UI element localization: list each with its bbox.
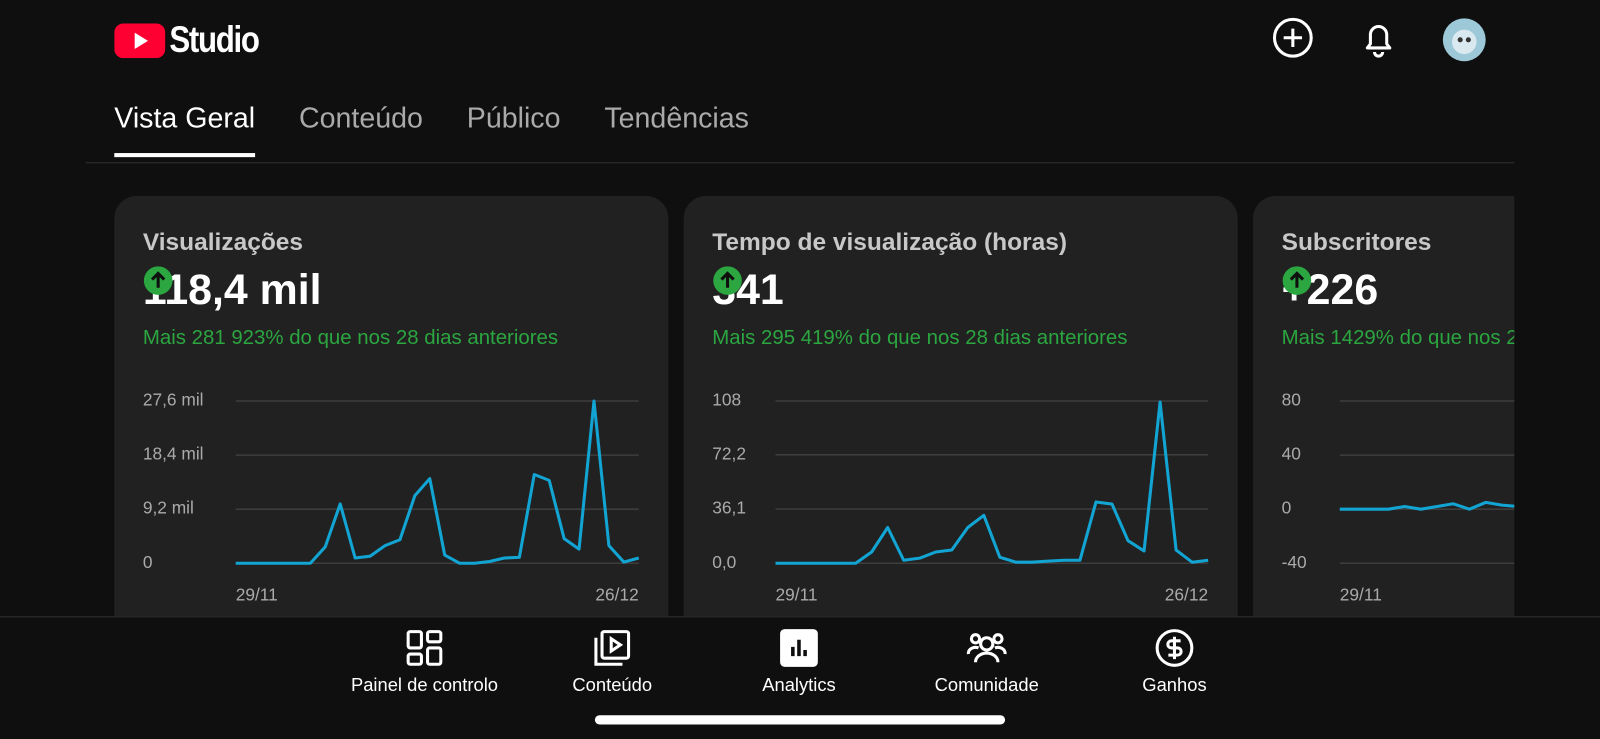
tab[interactable]: Vista Geral bbox=[114, 102, 256, 158]
y-tick-label: 9,2 mil bbox=[143, 498, 194, 518]
data-line bbox=[235, 399, 640, 565]
nav-icon bbox=[780, 629, 818, 667]
y-tick-label: -40 bbox=[1282, 552, 1307, 572]
card-title: Tempo de visualização (horas) bbox=[712, 228, 1067, 257]
nav-label: Comunidade bbox=[934, 674, 1039, 695]
nav-icon bbox=[1155, 629, 1194, 667]
card-title: Subscritores bbox=[1281, 228, 1432, 257]
x-tick-label: 29/11 bbox=[1340, 584, 1382, 604]
avatar[interactable] bbox=[1442, 17, 1487, 62]
nav-icon bbox=[966, 633, 1007, 663]
card-value-row: +226 bbox=[1282, 265, 1379, 314]
line-chart: 0 9,2 mil 18,4 mil 27,6 mil 29/11 26/12 bbox=[143, 390, 640, 604]
card-value-row: 118,4 mil bbox=[143, 265, 322, 314]
nav-icon bbox=[406, 630, 443, 666]
nav-label: Conteúdo bbox=[572, 674, 653, 695]
logo[interactable]: Studio bbox=[114, 18, 274, 61]
y-tick-label: 72,2 bbox=[712, 443, 746, 463]
nav-label: Ganhos bbox=[1142, 674, 1207, 695]
create-button[interactable] bbox=[1271, 16, 1314, 59]
y-tick-label: 27,6 mil bbox=[143, 390, 204, 410]
notifications-button[interactable] bbox=[1357, 16, 1400, 59]
card-delta: Mais 1429% do que nos 28 dias anteriores bbox=[1281, 326, 1515, 349]
card-value: 118,4 mil bbox=[142, 265, 322, 314]
data-line bbox=[775, 400, 1209, 565]
card-value-row: 341 bbox=[712, 265, 784, 314]
nav-item[interactable]: Painel de controlo bbox=[333, 628, 517, 696]
tab-divider bbox=[85, 162, 1515, 164]
tab[interactable]: Tendências bbox=[604, 102, 749, 134]
cards-row: Visualizações 118,4 mil Mais 281 923% do q… bbox=[114, 195, 1515, 617]
y-tick-label: 0 bbox=[1282, 498, 1292, 518]
trend-up-icon bbox=[143, 266, 173, 295]
x-tick-label: 29/11 bbox=[776, 584, 818, 604]
line-chart: 0,0 36,1 72,2 108 29/11 26/12 bbox=[712, 390, 1209, 604]
data-line bbox=[1339, 500, 1515, 511]
nav-item[interactable]: Comunidade bbox=[895, 628, 1079, 696]
trend-up-icon bbox=[713, 266, 742, 295]
y-tick-label: 0,0 bbox=[712, 552, 736, 572]
x-tick-label: 26/12 bbox=[595, 584, 638, 604]
card-title: Visualizações bbox=[142, 228, 304, 257]
home-indicator bbox=[594, 715, 1006, 725]
card-delta: Mais 295 419% do que nos 28 dias anterio… bbox=[712, 326, 1128, 349]
y-tick-label: 40 bbox=[1282, 444, 1301, 464]
metric-card[interactable]: Subscritores +226 Mais 1429% do que nos 28… bbox=[1253, 195, 1515, 617]
y-tick-label: 0 bbox=[143, 552, 153, 572]
x-tick-label: 26/12 bbox=[1165, 584, 1208, 604]
nav-label: Painel de controlo bbox=[350, 674, 499, 695]
nav-icon bbox=[594, 630, 631, 666]
nav-item[interactable]: Ganhos bbox=[1083, 628, 1267, 696]
nav-item[interactable]: Conteúdo bbox=[520, 628, 704, 696]
tab[interactable]: Conteúdo bbox=[298, 102, 423, 134]
y-tick-label: 108 bbox=[712, 390, 741, 410]
trend-up-icon bbox=[1282, 266, 1312, 295]
metric-card[interactable]: Tempo de visualização (horas) 341 Mais 295… bbox=[683, 195, 1238, 617]
metric-card[interactable]: Visualizações 118,4 mil Mais 281 923% do q… bbox=[114, 195, 669, 617]
logo-text: Studio bbox=[169, 18, 260, 61]
card-delta: Mais 281 923% do que nos 28 dias anterio… bbox=[142, 326, 559, 349]
y-tick-label: 80 bbox=[1282, 390, 1301, 410]
y-tick-label: 36,1 bbox=[712, 498, 746, 518]
x-tick-label: 29/11 bbox=[236, 584, 278, 604]
line-chart: -40 0 40 80 29/11 bbox=[1282, 390, 1515, 604]
youtube-icon bbox=[114, 23, 166, 59]
nav-label: Analytics bbox=[762, 674, 836, 695]
y-tick-label: 18,4 mil bbox=[143, 444, 204, 464]
nav-item[interactable]: Analytics bbox=[707, 628, 891, 696]
tab-bar: Vista Geral Conteúdo Público Tendências bbox=[114, 102, 749, 158]
tab[interactable]: Público bbox=[466, 102, 561, 134]
